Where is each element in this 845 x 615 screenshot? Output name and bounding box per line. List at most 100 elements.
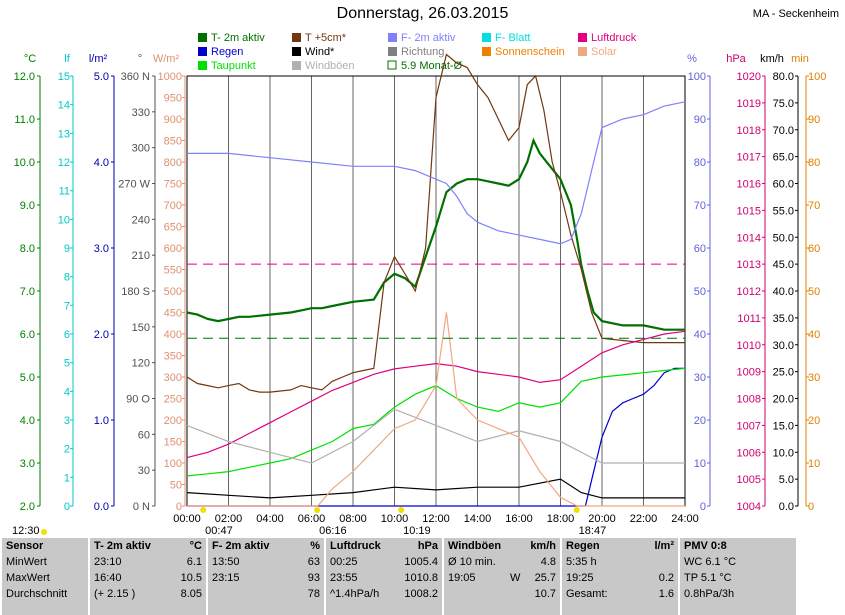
axis-tick-label: 100: [688, 71, 706, 83]
axis-tick-label: 1020: [737, 71, 761, 83]
stats-row: 19:25 0.2: [566, 572, 674, 584]
axis-tick-label: 210: [132, 250, 150, 262]
legend: T- 2m aktiv T +5cm* F- 2m aktiv F- Blatt Luf…: [198, 32, 637, 72]
axis-unit: min: [791, 53, 809, 65]
axis-unit: km/h: [760, 53, 784, 65]
sun-event-marker: [200, 507, 207, 513]
series-line: [187, 101, 686, 245]
y-axes: 12.011.010.09.08.07.06.05.04.03.02.0°C15…: [14, 53, 827, 513]
stats-row: 23:10 6.1: [94, 556, 202, 568]
sun-event-label: 00:47: [205, 525, 233, 537]
time-tick-label: 10:00: [381, 513, 409, 525]
axis-tick-label: 2.0: [94, 329, 109, 341]
axis-tick-label: 90 O: [126, 394, 150, 406]
axis-tick-label: 400: [164, 329, 182, 341]
axis-tick-label: 100: [164, 458, 182, 470]
axis-tick-label: 850: [164, 136, 182, 148]
axis-tick-label: 1014: [737, 232, 761, 244]
stats-row: TP 5.1 °C: [684, 572, 732, 584]
axis-tick-label: 0.0: [94, 501, 109, 513]
sun-event-label: 06:16: [319, 525, 347, 537]
stats-column: F- 2m aktiv% 13:50 63 23:15 93 78: [208, 538, 324, 615]
axis-tick-label: 200: [164, 415, 182, 427]
axis-tick-label: 13: [58, 128, 70, 140]
axis-tick-label: 90: [808, 114, 820, 126]
series-line: [186, 478, 685, 499]
series-line: [186, 137, 685, 331]
axis-tick-label: 1004: [737, 501, 761, 513]
axis-tick-label: 7: [64, 300, 70, 312]
legend-label: F- Blatt: [495, 32, 530, 44]
axis-tick-label: 1016: [737, 179, 761, 191]
axis-tick-label: 1008: [737, 394, 761, 406]
axis-tick-label: 550: [164, 265, 182, 277]
axis-tick-label: 270 W: [118, 179, 150, 191]
axis-tick-label: 7.0: [20, 286, 35, 298]
axis-tick-label: 0: [808, 501, 814, 513]
legend-swatch: [578, 47, 587, 56]
axis-unit: W/m²: [153, 53, 180, 65]
axis-tick-label: 0.0: [779, 501, 794, 513]
axis-tick-label: 10.0: [773, 447, 794, 459]
axis-tick-label: 50.0: [773, 232, 794, 244]
stats-row: MaxWert: [6, 572, 50, 584]
time-tick-label: 00:00: [173, 513, 201, 525]
axis-tick-label: 800: [164, 157, 182, 169]
axis-tick-label: 35.0: [773, 313, 794, 325]
axis-tick-label: 350: [164, 351, 182, 363]
axis-unit: hPa: [726, 53, 746, 65]
axis-tick-label: 70.0: [773, 125, 794, 137]
axis-unit: %: [687, 53, 697, 65]
axis-tick-label: 10: [694, 458, 706, 470]
stats-header: Regen l/m²: [566, 540, 674, 552]
axis-tick-label: 30: [808, 372, 820, 384]
stats-column: Regen l/m² 5:35 h 19:25 0.2 Gesamt: 1.6: [562, 538, 678, 615]
stats-row: MinWert: [6, 556, 47, 568]
axis-tick-label: 6.0: [20, 329, 35, 341]
time-tick-label: 08:00: [339, 513, 367, 525]
axis-tick-label: 360 N: [121, 71, 150, 83]
stats-header: Luftdruck hPa: [330, 540, 438, 552]
axis-tick-label: 700: [164, 200, 182, 212]
time-tick-label: 12:00: [422, 513, 450, 525]
axis-tick-label: 1010: [737, 340, 761, 352]
legend-swatch: [482, 33, 491, 42]
axis-tick-label: 40.0: [773, 286, 794, 298]
legend-swatch: [387, 60, 397, 70]
stats-row: ^1.4hPa/h 1008.2: [330, 588, 438, 600]
axis-unit: lf: [64, 53, 70, 65]
axis-tick-label: 1007: [737, 420, 761, 432]
time-axis: 00:00 02:00 04:00 06:00 08:00 10:00 12:00 14:00…: [12, 507, 699, 537]
axis-tick-label: 3.0: [20, 458, 35, 470]
axis-tick-label: 650: [164, 222, 182, 234]
stats-row: 0.8hPa/3h: [684, 588, 735, 600]
axis-tick-label: 15: [58, 71, 70, 83]
axis-tick-label: 80: [694, 157, 706, 169]
legend-swatch: [292, 47, 301, 56]
axis-tick-label: 1005: [737, 474, 761, 486]
stats-row: WC 6.1 °C: [684, 556, 737, 568]
axis-tick-label: 12.0: [14, 71, 35, 83]
time-tick-label: 22:00: [630, 513, 658, 525]
axis-tick-label: 100: [808, 71, 826, 83]
stats-column: PMV 0:8 WC 6.1 °C TP 5.1 °C 0.8hPa/3h: [680, 538, 796, 615]
stats-row: 16:40 10.5: [94, 572, 202, 584]
axis-tick-label: 60: [808, 243, 820, 255]
sun-event-label: 18:47: [579, 525, 607, 537]
time-tick-label: 18:00: [547, 513, 575, 525]
axis-tick-label: 8: [64, 272, 70, 284]
axis-tick-label: 25.0: [773, 367, 794, 379]
axis-tick-label: 50: [808, 286, 820, 298]
axis-tick-label: 600: [164, 243, 182, 255]
legend-label: T- 2m aktiv: [211, 32, 265, 44]
axis-tick-label: 750: [164, 179, 182, 191]
axis-tick-label: 40: [694, 329, 706, 341]
axis-tick-label: 5: [64, 358, 70, 370]
axis-tick-label: 1.0: [94, 415, 109, 427]
stats-row: 5:35 h: [566, 556, 597, 568]
axis-tick-label: 9: [64, 243, 70, 255]
axis-tick-label: 60: [694, 243, 706, 255]
axis-tick-label: 1000: [158, 71, 182, 83]
axis-tick-label: 30: [138, 465, 150, 477]
axis-tick-label: 20: [808, 415, 820, 427]
